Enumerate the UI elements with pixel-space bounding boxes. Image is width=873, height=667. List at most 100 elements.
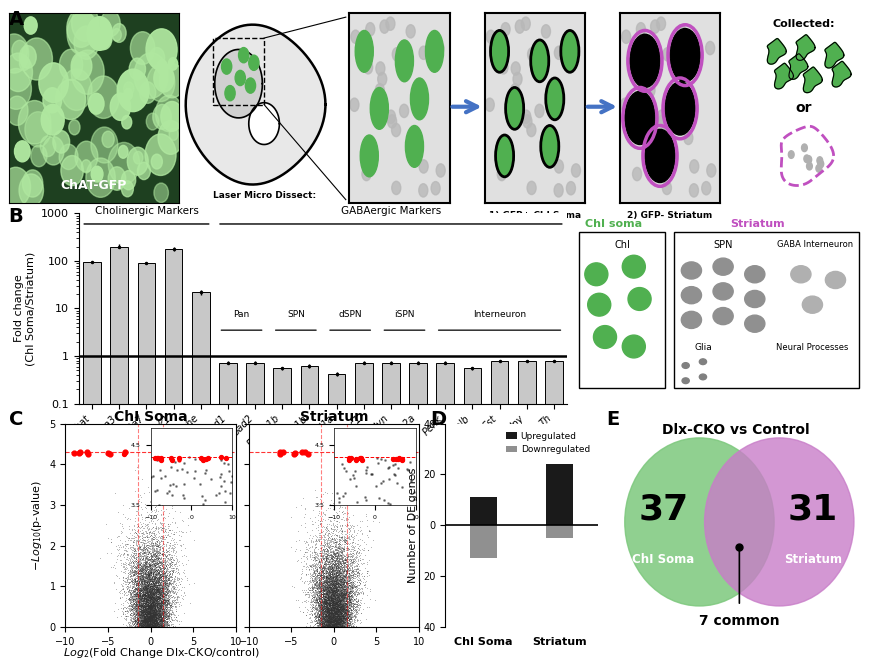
- Point: [122, 574, 136, 584]
- Point: [147, 560, 161, 570]
- Point: [316, 612, 330, 623]
- Point: [320, 618, 333, 628]
- Point: [145, 584, 159, 595]
- Point: [148, 620, 162, 630]
- Point: [332, 604, 346, 614]
- Point: [167, 542, 181, 553]
- Point: [145, 590, 159, 601]
- Point: [162, 574, 176, 585]
- Point: [332, 598, 346, 608]
- Point: [134, 584, 148, 595]
- Point: [334, 580, 348, 591]
- Point: [128, 597, 142, 608]
- Point: [141, 582, 155, 592]
- Point: [339, 608, 353, 618]
- Point: [319, 602, 333, 612]
- Point: [318, 596, 332, 606]
- Point: [145, 606, 159, 617]
- Point: [138, 575, 152, 586]
- Point: [331, 603, 345, 614]
- Point: [320, 617, 333, 628]
- Point: [319, 610, 333, 621]
- Point: [324, 604, 338, 614]
- Point: [142, 610, 156, 621]
- Point: [347, 580, 361, 591]
- Point: [149, 606, 163, 616]
- Point: [151, 592, 165, 603]
- Point: [318, 573, 332, 584]
- Point: [144, 610, 158, 621]
- Point: [156, 608, 170, 619]
- Point: [327, 592, 340, 603]
- Point: [345, 596, 359, 606]
- Point: [327, 586, 340, 597]
- Ellipse shape: [380, 20, 389, 33]
- Point: [155, 570, 168, 581]
- Ellipse shape: [621, 98, 629, 111]
- Point: [328, 582, 342, 592]
- Point: [125, 605, 139, 616]
- Point: [332, 614, 346, 624]
- Point: [114, 580, 128, 591]
- Point: [306, 606, 320, 616]
- Point: [306, 531, 320, 542]
- Point: [322, 616, 336, 627]
- Point: [143, 559, 157, 570]
- Point: [339, 615, 353, 626]
- Point: [154, 611, 168, 622]
- Point: [331, 593, 345, 604]
- Point: [327, 578, 340, 589]
- Point: [330, 547, 344, 558]
- Point: [327, 572, 340, 582]
- Point: [135, 611, 149, 622]
- Point: [312, 580, 326, 590]
- Point: [300, 606, 314, 617]
- Point: [135, 612, 149, 623]
- Point: [146, 592, 160, 602]
- Point: [334, 568, 348, 579]
- Point: [314, 616, 328, 627]
- Point: [340, 597, 354, 608]
- Point: [327, 533, 340, 544]
- Point: [152, 613, 166, 624]
- Point: [146, 598, 160, 608]
- Point: [145, 605, 159, 616]
- Point: [332, 593, 346, 604]
- Point: [130, 573, 144, 584]
- Point: [154, 545, 168, 556]
- Point: [324, 616, 338, 626]
- Point: [130, 593, 144, 604]
- Point: [310, 614, 324, 625]
- Point: [327, 604, 341, 615]
- Point: [155, 612, 168, 622]
- Point: [340, 541, 354, 552]
- Point: [124, 586, 138, 596]
- Point: [132, 590, 146, 600]
- Point: [328, 612, 342, 623]
- Point: [133, 612, 147, 623]
- Point: [136, 622, 150, 632]
- Point: [157, 616, 171, 626]
- Point: [129, 609, 143, 620]
- Ellipse shape: [817, 157, 822, 164]
- Point: [130, 606, 144, 616]
- Point: [138, 559, 152, 570]
- Point: [312, 585, 326, 596]
- Point: [144, 614, 158, 625]
- Point: [144, 565, 158, 576]
- Point: [332, 613, 346, 624]
- Point: [150, 486, 164, 497]
- Point: [327, 585, 340, 596]
- Point: [328, 610, 342, 620]
- Point: [156, 618, 170, 629]
- Point: [330, 520, 344, 531]
- Point: [337, 545, 351, 556]
- Point: [315, 606, 329, 616]
- Point: [306, 616, 320, 626]
- Point: [131, 613, 145, 624]
- Point: [105, 537, 119, 548]
- Point: [330, 617, 344, 628]
- Point: [339, 555, 353, 566]
- Point: [321, 612, 335, 622]
- Point: [326, 621, 340, 632]
